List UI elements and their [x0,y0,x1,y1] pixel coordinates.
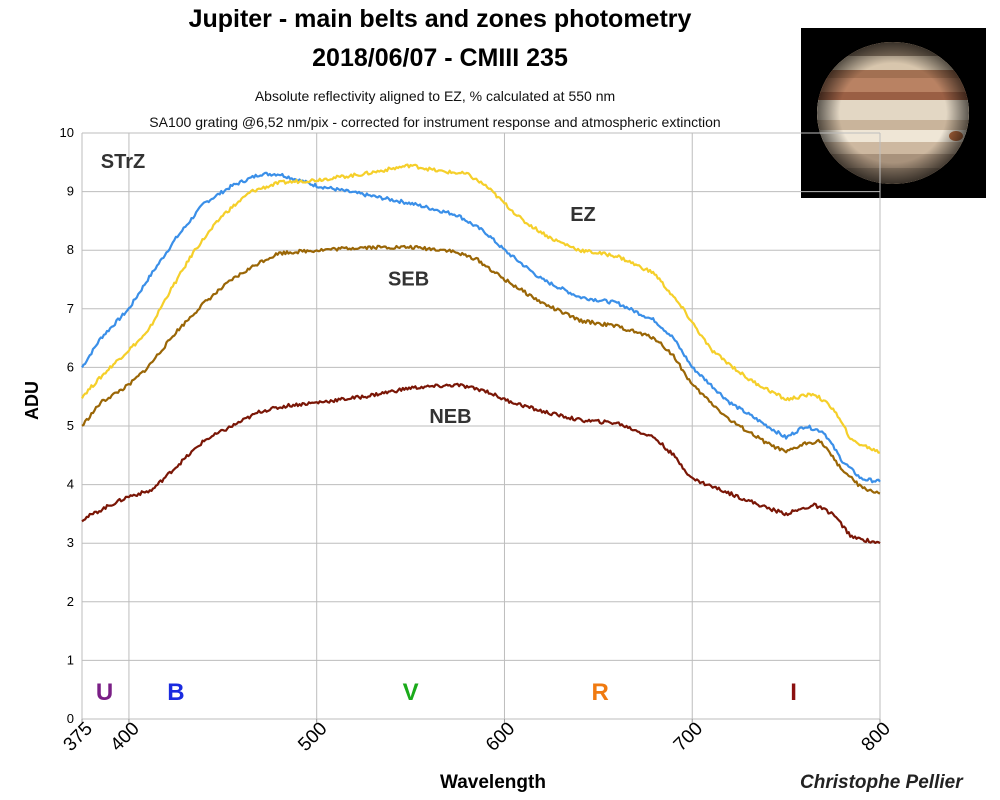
x-tick-label: 800 [858,718,895,755]
series-line-ez [81,163,881,454]
y-tick-label: 2 [67,594,74,609]
band-label-r: R [592,679,609,706]
y-tick-label: 0 [67,711,74,726]
y-tick-label: 3 [67,535,74,550]
y-tick-label: 1 [67,652,74,667]
band-label-i: I [790,679,797,706]
series-line-neb [81,382,881,545]
band-label-b: B [167,679,184,706]
y-tick-label: 9 [67,184,74,199]
x-tick-label: 400 [107,718,144,755]
x-tick-label: 375 [60,718,97,755]
x-tick-label: 700 [670,718,707,755]
chart-subtitle: 2018/06/07 - CMIII 235 [312,44,568,72]
series-label-strz: STrZ [101,151,145,173]
y-tick-label: 4 [67,477,74,492]
series-label-seb: SEB [388,268,429,290]
series-label-ez: EZ [570,204,596,226]
y-tick-label: 7 [67,301,74,316]
chart-title: Jupiter - main belts and zones photometr… [188,5,692,33]
y-tick-label: 6 [67,359,74,374]
series-line-strz [81,171,881,484]
band-label-v: V [403,679,419,706]
chart-note-instrument: SA100 grating @6,52 nm/pix - corrected f… [149,114,721,130]
x-tick-label: 600 [482,718,519,755]
band-label-u: U [96,679,113,706]
y-tick-label: 8 [67,242,74,257]
series-line-seb [81,244,881,495]
y-tick-label: 10 [60,125,74,140]
author-credit: Christophe Pellier [800,772,963,793]
y-tick-label: 5 [67,418,74,433]
jupiter-thumbnail-image [801,28,986,198]
chart-note-reflectivity: Absolute reflectivity aligned to EZ, % c… [254,88,616,104]
x-tick-label: 500 [294,718,331,755]
x-axis-label: Wavelength [440,772,546,793]
series-label-neb: NEB [429,406,471,428]
